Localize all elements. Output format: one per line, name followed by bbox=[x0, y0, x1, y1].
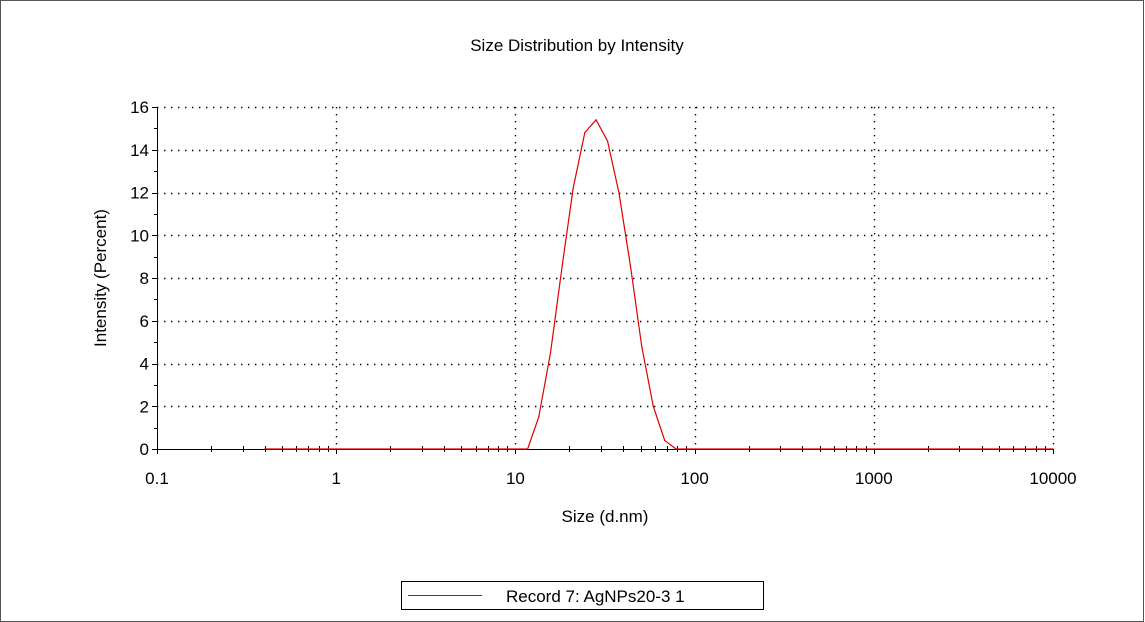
data-point-0-6 bbox=[538, 416, 540, 418]
data-point-0-4 bbox=[515, 448, 517, 450]
data-point-0-2 bbox=[460, 448, 463, 450]
tick-labels: 0 2 4 6 8 10 12 14 16 0.1 1 10 100 1000 10000 bbox=[130, 98, 1077, 488]
legend-label-record-7: Record 7: AgNPs20-3 1 bbox=[506, 587, 685, 606]
data-point-0-19 bbox=[694, 448, 696, 450]
data-point-0-5 bbox=[527, 448, 529, 450]
x-axis-label: Size (d.nm) bbox=[562, 507, 649, 526]
data-point-0-3 bbox=[506, 448, 508, 450]
y-tick-label-1: 2 bbox=[140, 397, 149, 416]
data-point-0-15 bbox=[641, 345, 643, 347]
data-point-0-8 bbox=[561, 266, 563, 268]
y-tick-label-5: 10 bbox=[130, 226, 149, 245]
series-line-0 bbox=[264, 119, 1053, 450]
data-point-0-17 bbox=[664, 439, 666, 442]
x-tick-label-2: 10 bbox=[506, 469, 525, 488]
data-point-0-1 bbox=[335, 448, 337, 450]
grid-lines bbox=[157, 106, 1055, 449]
data-point-0-18 bbox=[675, 448, 677, 450]
data-point-0-12 bbox=[607, 140, 609, 142]
legend: Record 7: AgNPs20-3 1 bbox=[401, 581, 764, 610]
y-tick-label-8: 16 bbox=[130, 98, 149, 117]
x-tick-label-1: 1 bbox=[331, 469, 340, 488]
data-point-0-11 bbox=[595, 119, 597, 121]
data-point-0-0 bbox=[264, 448, 266, 450]
data-point-0-13 bbox=[618, 191, 620, 194]
series-layer bbox=[264, 119, 1054, 450]
y-tick-label-2: 4 bbox=[140, 355, 149, 374]
y-axis-label: Intensity (Percent) bbox=[91, 209, 110, 347]
chart-title: Size Distribution by Intensity bbox=[470, 36, 684, 55]
data-point-0-20 bbox=[873, 448, 875, 450]
y-tick-label-6: 12 bbox=[130, 184, 149, 203]
x-tick-label-0: 0.1 bbox=[145, 469, 169, 488]
data-point-0-16 bbox=[652, 405, 654, 407]
data-point-0-14 bbox=[629, 264, 631, 266]
y-tick-label-4: 8 bbox=[140, 269, 149, 288]
y-tick-label-0: 0 bbox=[140, 440, 149, 459]
data-point-0-21 bbox=[1052, 448, 1054, 450]
x-tick-label-4: 1000 bbox=[855, 469, 893, 488]
data-point-0-9 bbox=[572, 187, 574, 189]
x-tick-label-5: 10000 bbox=[1029, 469, 1076, 488]
data-point-0-10 bbox=[584, 132, 586, 134]
y-tick-label-3: 6 bbox=[140, 312, 149, 331]
y-tick-label-7: 14 bbox=[130, 141, 149, 160]
data-point-0-7 bbox=[549, 352, 552, 354]
x-tick-label-3: 100 bbox=[680, 469, 708, 488]
